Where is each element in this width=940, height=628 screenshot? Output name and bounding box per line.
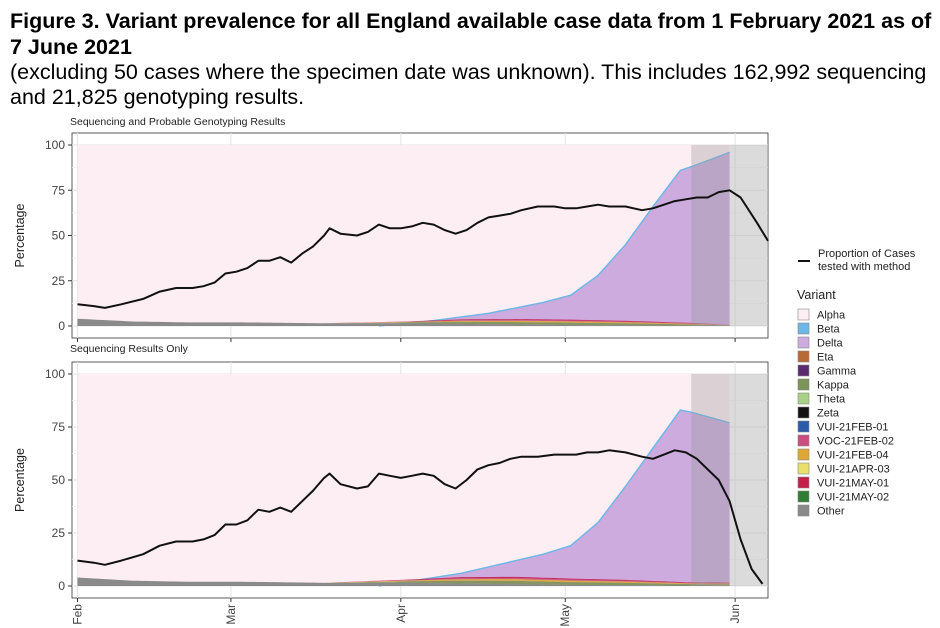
variant-area-vui-21may-01: [77, 576, 730, 584]
variant-area-vui-21may-01: [77, 318, 730, 326]
legend-item-label: VUI-21MAY-02: [817, 492, 889, 504]
delta-area: [378, 410, 730, 586]
legend-item-label: VOC-21FEB-02: [817, 436, 894, 448]
legend-swatch: [797, 364, 810, 377]
legend-item-label: Delta: [817, 338, 844, 350]
proportion-line: [77, 449, 764, 585]
legend-item-label: VUI-21FEB-04: [817, 450, 889, 462]
figure-subtitle: (excluding 50 cases where the specimen d…: [10, 60, 927, 109]
y-tick-label: 50: [52, 229, 66, 243]
x-tick-label: Apr: [394, 604, 408, 623]
legend-swatch: [797, 504, 810, 517]
legend-swatch: [797, 322, 810, 335]
x-tick-label: Feb: [70, 604, 84, 625]
legend-swatch: [797, 476, 810, 489]
legend-line-label: tested with method: [818, 261, 910, 273]
figure-header: Figure 3. Variant prevalence for all Eng…: [10, 8, 935, 110]
y-axis-title: Percentage: [13, 203, 27, 267]
legend-item-label: Theta: [817, 394, 846, 406]
panel-title: Sequencing and Probable Genotyping Resul…: [70, 116, 285, 128]
legend-item-label: Other: [817, 506, 845, 518]
y-tick-label: 0: [58, 319, 65, 333]
legend-swatch: [797, 308, 810, 321]
other-area: [77, 577, 730, 586]
legend-line-label: Proportion of Cases: [818, 248, 916, 260]
shading-incomplete-1: [691, 145, 730, 326]
variant-area-vui-21feb-04: [77, 577, 730, 585]
legend-swatch: [797, 378, 810, 391]
y-tick-label: 50: [52, 473, 66, 487]
other-area: [77, 318, 730, 326]
legend-swatch: [797, 462, 810, 475]
shading-incomplete-1: [691, 374, 730, 586]
y-tick-label: 75: [52, 420, 66, 434]
delta-area: [378, 152, 730, 326]
legend-swatch: [797, 406, 810, 419]
y-axis-title: Percentage: [13, 448, 27, 512]
legend-item-label: Kappa: [817, 380, 850, 392]
legend-item-label: VUI-21APR-03: [817, 464, 890, 476]
proportion-line: [77, 189, 769, 309]
legend-swatch: [797, 490, 810, 503]
legend-swatch: [797, 420, 810, 433]
variant-area-voc-21feb-02: [77, 577, 730, 584]
legend-variant-title: Variant: [797, 288, 836, 302]
legend-item-label: VUI-21MAY-01: [817, 478, 889, 490]
legend-item-label: Gamma: [817, 366, 857, 378]
x-tick-label: Mar: [224, 604, 238, 625]
legend-swatch: [797, 434, 810, 447]
shading-incomplete-2: [729, 374, 768, 586]
legend-swatch: [797, 350, 810, 363]
y-tick-label: 100: [45, 367, 65, 381]
chart-panel-1: Sequencing and Probable Genotyping Resul…: [13, 116, 769, 342]
variant-area-kappa: [77, 318, 730, 326]
beta-edge: [378, 151, 730, 327]
x-tick-label: Jun: [728, 604, 742, 623]
y-tick-label: 25: [52, 526, 66, 540]
legend-item-label: Beta: [817, 324, 841, 336]
chart-panel-2: Sequencing Results Only 0 25 50 75 100 Percent…: [13, 343, 769, 627]
legend-swatch: [797, 448, 810, 461]
panel-title: Sequencing Results Only: [70, 343, 189, 355]
beta-edge: [378, 409, 730, 587]
variant-area-kappa: [77, 577, 730, 586]
y-tick-label: 75: [52, 183, 66, 197]
legend-item-label: Alpha: [817, 310, 846, 322]
legend-swatch: [797, 336, 810, 349]
variant-area-voc-21feb-02: [77, 318, 730, 326]
y-tick-label: 0: [58, 579, 65, 593]
legend-item-label: VUI-21FEB-01: [817, 422, 889, 434]
figure-title: Figure 3. Variant prevalence for all Eng…: [10, 9, 932, 59]
legend-swatch: [797, 392, 810, 405]
legend-item-label: Zeta: [817, 408, 840, 420]
shading-incomplete-2: [729, 145, 768, 326]
variant-area-vui-21feb-04: [77, 318, 730, 326]
legend-item-label: Eta: [817, 352, 834, 364]
x-tick-label: May: [558, 604, 572, 627]
y-tick-label: 100: [45, 138, 65, 152]
y-tick-label: 25: [52, 274, 66, 288]
